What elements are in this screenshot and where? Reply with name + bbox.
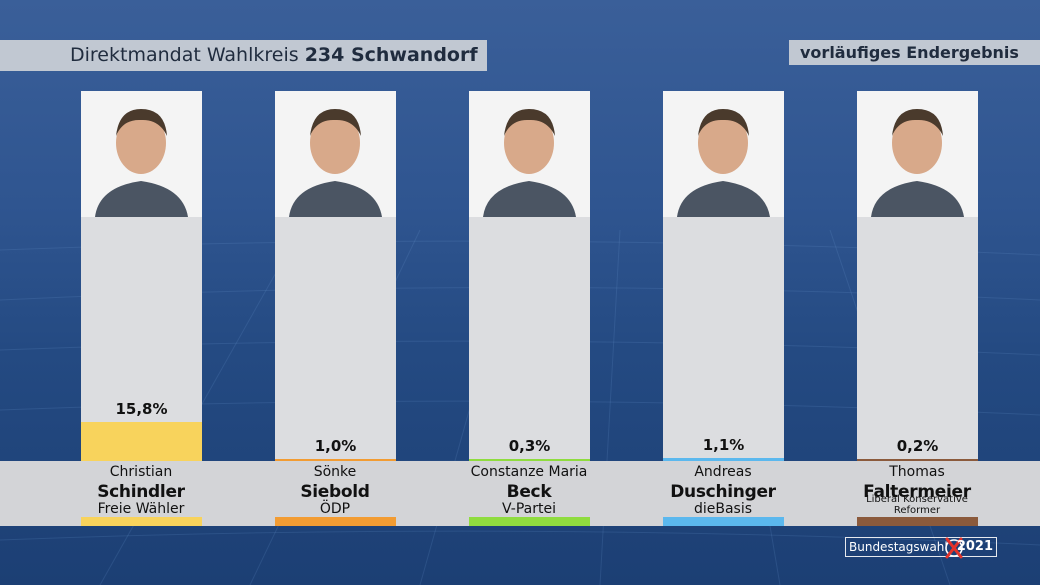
- portrait-photo: [663, 91, 784, 217]
- title-constituency: 234 Schwandorf: [304, 44, 478, 66]
- logo-word: Bundestagswahl: [849, 540, 948, 554]
- portrait-photo: [469, 91, 590, 217]
- candidate-column-2: 1,0%: [275, 91, 396, 461]
- candidate-first-name: Andreas: [694, 464, 752, 480]
- result-percentage-label: 15,8%: [115, 400, 168, 419]
- party-color-strip: [81, 517, 202, 526]
- candidate-last-name: Beck: [506, 482, 552, 502]
- candidate-label-2: Sönke Siebold ÖDP: [255, 461, 415, 526]
- party-color-strip: [275, 517, 396, 526]
- candidate-party: Liberal Konservative Reformer: [866, 494, 968, 516]
- candidate-party: Freie Wähler: [97, 501, 185, 517]
- portrait-photo: [81, 91, 202, 217]
- result-status-bar: vorläufiges Endergebnis: [789, 40, 1040, 65]
- result-percentage-label: 1,1%: [702, 436, 745, 455]
- candidate-last-name: Siebold: [300, 482, 370, 502]
- bar-track: [663, 217, 784, 461]
- result-bar: [81, 422, 202, 461]
- candidate-last-name: Duschinger: [670, 482, 776, 502]
- title-bar: Direktmandat Wahlkreis 234 Schwandorf: [0, 40, 487, 71]
- bar-track: [81, 217, 202, 461]
- candidate-first-name: Constanze Maria: [470, 464, 588, 480]
- portrait-photo: [275, 91, 396, 217]
- candidate-last-name: Schindler: [97, 482, 185, 502]
- bar-track: [275, 217, 396, 461]
- result-bar: [275, 458, 396, 461]
- party-color-strip: [469, 517, 590, 526]
- candidate-label-3: Constanze Maria Beck V-Partei: [449, 461, 609, 526]
- bar-track: [469, 217, 590, 461]
- candidate-label-1: Christian Schindler Freie Wähler: [61, 461, 221, 526]
- portrait-photo: [857, 91, 978, 217]
- party-color-strip: [857, 517, 978, 526]
- candidate-label-5: Thomas Faltermeier Liberal Konservative Re…: [837, 461, 997, 526]
- logo-year: 2021: [956, 539, 993, 554]
- candidate-column-3: 0,3%: [469, 91, 590, 461]
- page-title: Direktmandat Wahlkreis 234 Schwandorf: [70, 44, 478, 66]
- result-bar: [857, 459, 978, 461]
- candidate-first-name: Thomas: [889, 464, 945, 480]
- bar-track: [857, 217, 978, 461]
- result-bar: [469, 459, 590, 461]
- result-percentage-label: 0,3%: [508, 437, 551, 455]
- candidate-column-5: 0,2%: [857, 91, 978, 461]
- title-prefix: Direktmandat Wahlkreis: [70, 44, 299, 66]
- candidate-party: ÖDP: [319, 501, 351, 517]
- ballot-cross-icon: [945, 537, 963, 559]
- candidate-label-4: Andreas Duschinger dieBasis: [643, 461, 803, 526]
- result-percentage-label: 0,2%: [896, 437, 939, 455]
- candidate-first-name: Christian: [109, 464, 173, 480]
- candidate-column-4: 1,1%: [663, 91, 784, 461]
- election-logo: Bundestagswahl 2021: [845, 537, 997, 559]
- candidate-name-band: [0, 461, 1040, 526]
- candidate-column-1: 15,8%: [81, 91, 202, 461]
- result-percentage-label: 1,0%: [314, 436, 357, 455]
- candidate-party: V-Partei: [502, 501, 556, 517]
- result-bar: [663, 458, 784, 461]
- result-status: vorläufiges Endergebnis: [800, 43, 1019, 62]
- candidate-party: dieBasis: [693, 501, 753, 517]
- candidate-last-name: Faltermeier: [863, 482, 971, 502]
- party-color-strip: [663, 517, 784, 526]
- candidate-first-name: Sönke: [313, 464, 357, 480]
